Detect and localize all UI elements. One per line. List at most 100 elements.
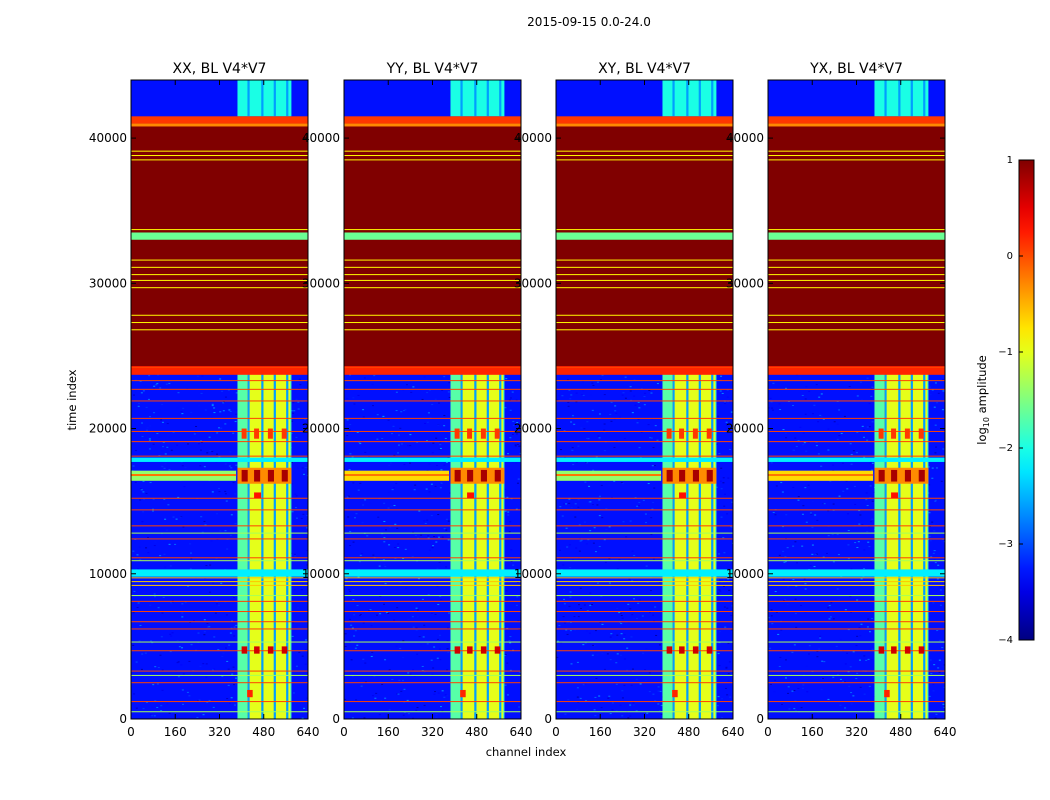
noise-speckle — [863, 549, 865, 550]
orange-line — [556, 380, 733, 381]
panel-title: XX, BL V4*V7 — [173, 61, 267, 77]
noise-speckle — [832, 465, 834, 466]
noise-speckle — [871, 659, 873, 660]
noise-speckle — [643, 500, 645, 501]
noise-speckle — [840, 679, 842, 680]
noise-speckle — [349, 619, 351, 620]
channel-gap — [898, 370, 900, 719]
noise-speckle — [143, 499, 145, 500]
noise-speckle — [729, 563, 731, 564]
noise-speckle — [723, 580, 725, 581]
noise-speckle — [510, 549, 512, 550]
noise-speckle — [181, 411, 183, 412]
orange-line — [344, 538, 521, 539]
orange-blob — [679, 492, 686, 498]
noise-speckle — [720, 468, 722, 469]
noise-speckle — [935, 447, 937, 448]
noise-speckle — [379, 714, 381, 715]
noise-speckle — [871, 618, 873, 619]
noise-speckle — [299, 384, 301, 385]
noise-speckle — [304, 419, 306, 420]
noise-speckle — [435, 486, 437, 487]
noise-speckle — [366, 535, 368, 536]
noise-speckle — [437, 658, 439, 659]
noise-speckle — [633, 598, 635, 599]
noise-speckle — [770, 684, 772, 685]
noise-speckle — [398, 445, 400, 446]
noise-speckle — [636, 506, 638, 507]
noise-speckle — [204, 631, 206, 632]
noise-speckle — [574, 517, 576, 518]
noise-speckle — [818, 453, 820, 454]
noise-speckle — [862, 426, 864, 427]
noise-speckle — [213, 636, 215, 637]
noise-speckle — [936, 630, 938, 631]
yellow-line — [768, 229, 945, 230]
heatmap — [131, 80, 310, 720]
noise-speckle — [428, 537, 430, 538]
green-line — [131, 675, 308, 676]
noise-speckle — [231, 514, 233, 515]
active-channels-upper — [450, 80, 504, 116]
yellow-line — [344, 287, 521, 288]
noise-speckle — [423, 625, 425, 626]
green-line — [556, 642, 733, 643]
noise-speckle — [615, 413, 617, 414]
noise-speckle — [847, 513, 849, 514]
noise-speckle — [512, 392, 514, 393]
orange-cluster-line — [556, 577, 733, 578]
red-blob — [495, 646, 501, 653]
noise-speckle — [154, 670, 156, 671]
noise-speckle — [213, 412, 215, 413]
x-tick-label: 320 — [845, 725, 868, 739]
noise-speckle — [509, 521, 511, 522]
noise-speckle — [345, 568, 347, 569]
noise-speckle — [769, 648, 771, 649]
noise-speckle — [792, 546, 794, 547]
x-tick-label: 160 — [801, 725, 824, 739]
noise-speckle — [348, 589, 350, 590]
noise-speckle — [136, 662, 138, 663]
noise-speckle — [372, 405, 374, 406]
noise-speckle — [568, 406, 570, 407]
noise-speckle — [398, 435, 400, 436]
noise-speckle — [231, 697, 233, 698]
green-line — [131, 595, 308, 596]
noise-speckle — [154, 594, 156, 595]
noise-speckle — [510, 397, 512, 398]
orange-line — [131, 682, 308, 683]
noise-speckle — [141, 436, 143, 437]
noise-speckle — [580, 428, 582, 429]
noise-speckle — [629, 579, 631, 580]
noise-speckle — [416, 630, 418, 631]
noise-speckle — [145, 653, 147, 654]
green-line — [344, 675, 521, 676]
noise-speckle — [793, 690, 795, 691]
noise-speckle — [578, 499, 580, 500]
noise-speckle — [198, 633, 200, 634]
noise-speckle — [352, 397, 354, 398]
noise-speckle — [601, 485, 603, 486]
noise-speckle — [199, 465, 201, 466]
noise-speckle — [820, 466, 822, 467]
orange-line — [131, 400, 308, 401]
green-line — [768, 642, 945, 643]
noise-speckle — [347, 419, 349, 420]
noise-speckle — [162, 446, 164, 447]
noise-speckle — [779, 403, 781, 404]
noise-speckle — [147, 427, 149, 428]
strong-signal-blob — [481, 470, 487, 482]
noise-speckle — [936, 402, 938, 403]
noise-speckle — [825, 627, 827, 628]
noise-speckle — [935, 714, 937, 715]
noise-speckle — [155, 384, 157, 385]
yellow-line — [131, 155, 308, 156]
noise-speckle — [648, 514, 650, 515]
yellow-line — [131, 229, 308, 230]
saturated-region — [344, 124, 521, 371]
noise-speckle — [370, 609, 372, 610]
noise-speckle — [160, 710, 162, 711]
orange-cap-edge — [344, 124, 521, 127]
red-blob — [919, 646, 925, 653]
noise-speckle — [557, 641, 559, 642]
